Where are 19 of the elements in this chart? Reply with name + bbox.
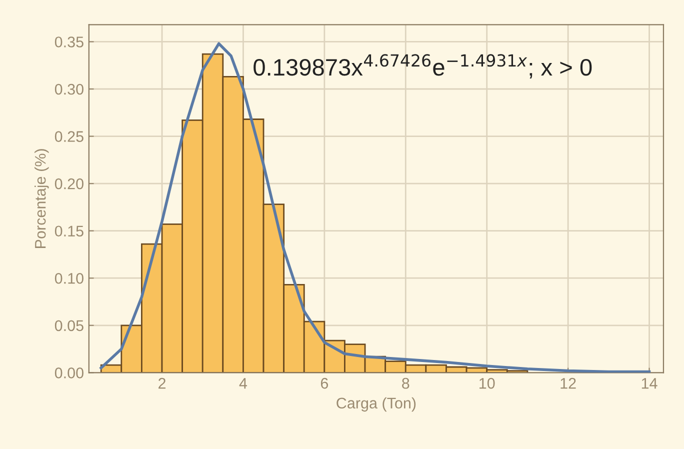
- y-axis-title: Porcentaje (%): [34, 149, 49, 248]
- x-tick-label: 10: [480, 378, 495, 389]
- x-tick-label: 14: [642, 378, 658, 389]
- y-tick-label: 0.05: [54, 320, 84, 332]
- x-tick-label: 8: [402, 378, 410, 389]
- y-tick-label: 0.25: [54, 131, 84, 142]
- x-tick-label: 12: [560, 378, 576, 389]
- y-tick-label: 0.30: [54, 84, 84, 95]
- x-tick-label: 6: [320, 378, 328, 389]
- x-axis-title: Carga (Ton): [336, 397, 416, 412]
- y-tick-label: 0.10: [54, 272, 84, 284]
- line-series: [100, 42, 651, 373]
- y-tick-label: 0.20: [54, 178, 84, 190]
- y-tick-label: 0.35: [54, 36, 84, 48]
- x-tick-label: 4: [239, 378, 248, 389]
- y-tick-label: 0.00: [54, 368, 84, 378]
- x-tick-label: 2: [158, 378, 166, 389]
- annotation: 0.139873x$^{4.67426}$e$^{−1.4931x}$; x > 0: [254, 54, 592, 79]
- y-tick-label: 0.15: [54, 226, 84, 237]
